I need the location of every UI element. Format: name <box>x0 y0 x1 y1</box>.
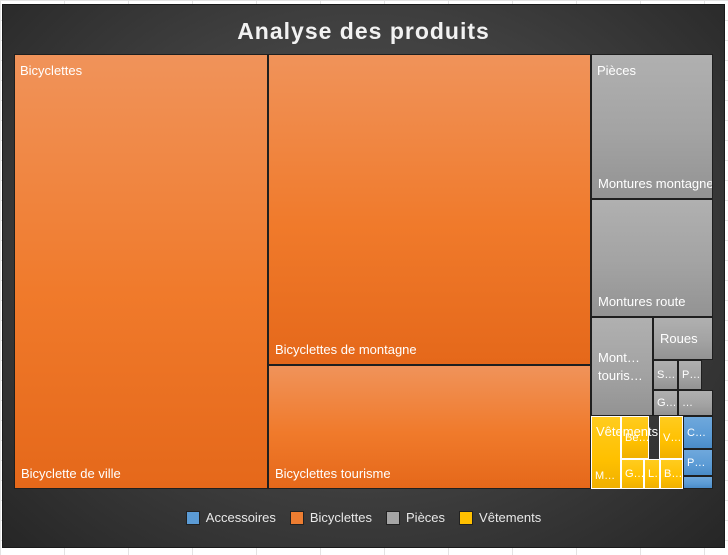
legend-label: Pièces <box>406 510 446 525</box>
legend-label: Vêtements <box>479 510 542 525</box>
treemap-tile-label: M… <box>595 470 616 482</box>
treemap-tile-label: P… <box>687 456 706 469</box>
chart-title: Analyse des produits <box>237 18 490 44</box>
treemap-tile-label: G… <box>625 468 644 480</box>
treemap-tile-vetements-2[interactable]: Be… <box>621 416 649 459</box>
treemap-tile-vetements-5[interactable]: G… <box>621 459 644 489</box>
legend-label: Accessoires <box>205 510 276 525</box>
legend-item-bicyclettes[interactable]: Bicyclettes <box>289 510 373 525</box>
treemap-tile-pieces-7[interactable]: G… <box>653 390 678 416</box>
legend-item-accessoires[interactable]: Accessoires <box>185 510 276 525</box>
treemap-chart[interactable]: Analyse des produits Bicyclette de ville… <box>2 4 725 548</box>
treemap-tile-label: … <box>682 397 693 409</box>
treemap-tile-accessoires-1[interactable]: C… <box>683 416 713 449</box>
treemap-tile-label: Montures montagne <box>598 176 713 191</box>
treemap-tile-accessoires-2[interactable]: P… <box>683 449 713 476</box>
treemap-tile-label: P… <box>682 369 701 381</box>
treemap-tile-label: Mont… touris… <box>598 349 643 383</box>
treemap-tile-vetements-1[interactable]: M… <box>591 416 621 489</box>
treemap-tile-pieces-8[interactable]: … <box>678 390 713 416</box>
legend-swatch-accessoires <box>185 510 200 525</box>
treemap-tile-bicyclettes-1[interactable]: Bicyclette de ville <box>14 54 268 489</box>
treemap-tile-label: S… <box>657 369 676 381</box>
treemap-tile-vetements-6[interactable]: L… <box>644 459 660 489</box>
treemap-tile-label: Bicyclettes de montagne <box>275 342 417 357</box>
treemap-tile-accessoires-3[interactable] <box>683 476 713 489</box>
treemap-tile-pieces-3[interactable]: Mont… touris… <box>591 317 653 416</box>
legend-item-vetements[interactable]: Vêtements <box>459 510 541 525</box>
treemap-tile-bicyclettes-2[interactable]: Bicyclettes de montagne <box>268 54 591 365</box>
treemap-tile-pieces-1[interactable]: Montures montagne <box>591 54 713 199</box>
legend-label: Bicyclettes <box>309 510 373 525</box>
treemap-tile-label: Bicyclette de ville <box>21 466 121 481</box>
treemap-tile-vetements-3[interactable]: V… <box>659 416 683 459</box>
treemap-tile-pieces-4[interactable]: Roues <box>653 317 713 360</box>
treemap-tile-label: C… <box>687 426 706 439</box>
treemap-tile-bicyclettes-3[interactable]: Bicyclettes tourisme <box>268 365 591 489</box>
treemap-tile-label: Be… <box>625 431 649 444</box>
treemap-tile-vetements-7[interactable]: B… <box>660 459 683 489</box>
treemap-tile-label: Bicyclettes tourisme <box>275 466 391 481</box>
treemap-tile-pieces-6[interactable]: P… <box>678 360 702 390</box>
treemap-tile-label: Roues <box>660 330 698 346</box>
treemap-tile-label: G… <box>657 397 677 409</box>
treemap-tile-pieces-5[interactable]: S… <box>653 360 678 390</box>
treemap-tile-label: V… <box>663 431 682 444</box>
treemap-tile-label: B… <box>664 468 683 480</box>
treemap-tile-label: Montures route <box>598 294 686 309</box>
plot-area: Bicyclette de ville Bicyclettes de montag… <box>14 54 713 489</box>
treemap-tile-label: L… <box>648 468 659 480</box>
legend-swatch-vetements <box>459 510 474 525</box>
legend-swatch-pieces <box>386 510 401 525</box>
legend-item-pieces[interactable]: Pièces <box>386 510 445 525</box>
legend: Accessoires Bicyclettes Pièces Vêtements <box>3 510 724 525</box>
treemap-tile-pieces-2[interactable]: Montures route <box>591 199 713 317</box>
legend-swatch-bicyclettes <box>289 510 304 525</box>
